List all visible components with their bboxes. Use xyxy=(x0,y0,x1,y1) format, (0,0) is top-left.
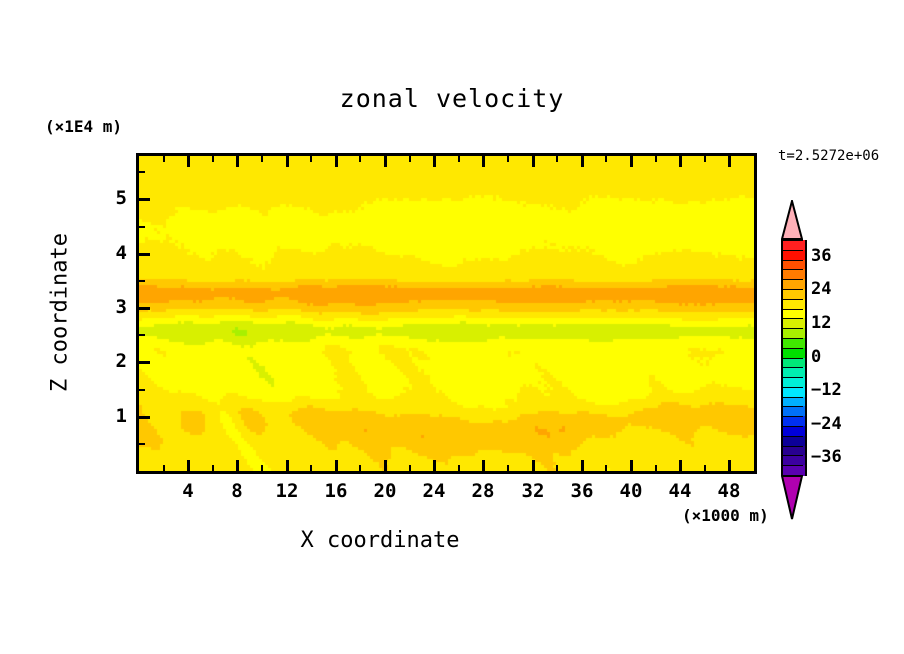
colorbar-band-separator xyxy=(781,250,803,251)
colorbar-band-separator xyxy=(781,260,803,261)
colorbar-band-separator xyxy=(781,358,803,359)
colorbar-band-separator xyxy=(781,397,803,398)
x-axis-title: X coordinate xyxy=(300,528,460,553)
y-tick-label: 4 xyxy=(115,242,127,264)
colorbar-band-separator xyxy=(781,465,803,466)
colorbar-band xyxy=(781,465,807,476)
colorbar-band xyxy=(781,357,807,368)
y-axis-title: Z coordinate xyxy=(47,233,73,392)
colorbar-labels: 36 24 12 0 −12 −24 −36 xyxy=(781,240,901,475)
colorbar-band-separator xyxy=(781,240,803,241)
colorbar-band xyxy=(781,347,807,359)
y-tick-label: 1 xyxy=(115,405,127,427)
x-tick-label: 16 xyxy=(324,480,348,502)
colorbar-band-separator xyxy=(781,387,803,388)
colorbar-band xyxy=(781,416,807,427)
contour-plot-area xyxy=(136,153,757,474)
colorbar-tick-label: 24 xyxy=(811,279,832,300)
x-tick-label: 36 xyxy=(570,480,594,502)
y-tick-label: 2 xyxy=(115,350,127,372)
colorbar-tick-label: −12 xyxy=(811,380,842,401)
timestamp-annotation: t=2.5272e+06 xyxy=(778,148,880,164)
contour-field-canvas xyxy=(139,156,754,471)
colorbar-band-separator xyxy=(781,289,803,290)
y-tick-label: 5 xyxy=(115,187,127,209)
colorbar xyxy=(781,240,807,476)
colorbar-band-separator xyxy=(781,436,803,437)
colorbar-band-separator xyxy=(781,269,803,270)
x-tick-label: 44 xyxy=(668,480,692,502)
colorbar-band-separator xyxy=(781,318,803,319)
y-tick-label: 3 xyxy=(115,296,127,318)
colorbar-tick-label: 36 xyxy=(811,245,832,266)
colorbar-band xyxy=(781,240,807,251)
x-tick-label: 4 xyxy=(182,480,194,502)
colorbar-tick-label: −36 xyxy=(811,447,842,468)
colorbar-band-separator xyxy=(781,416,803,417)
colorbar-band xyxy=(781,298,807,310)
colorbar-band-separator xyxy=(781,279,803,280)
colorbar-band xyxy=(781,396,807,408)
colorbar-band xyxy=(781,259,807,270)
colorbar-band-separator xyxy=(781,367,803,368)
colorbar-band xyxy=(781,318,807,329)
colorbar-band-separator xyxy=(781,348,803,349)
colorbar-band-separator xyxy=(781,338,803,339)
colorbar-band-separator xyxy=(781,455,803,456)
colorbar-band xyxy=(781,249,807,261)
x-tick-label: 28 xyxy=(471,480,495,502)
colorbar-band xyxy=(781,426,807,437)
colorbar-band xyxy=(781,288,807,300)
colorbar-band-separator xyxy=(781,377,803,378)
colorbar-band-separator xyxy=(781,446,803,447)
x-tick-label: 24 xyxy=(422,480,446,502)
colorbar-band-separator xyxy=(781,328,803,329)
colorbar-band xyxy=(781,279,807,290)
colorbar-band xyxy=(781,386,807,398)
colorbar-band xyxy=(781,406,807,417)
colorbar-band xyxy=(781,269,807,280)
colorbar-band xyxy=(781,435,807,447)
colorbar-band xyxy=(781,455,807,466)
colorbar-band xyxy=(781,445,807,457)
x-axis-unit-label: (×1000 m) xyxy=(682,506,769,525)
x-tick-label: 32 xyxy=(521,480,545,502)
x-tick-label: 40 xyxy=(619,480,643,502)
colorbar-band-separator xyxy=(781,426,803,427)
colorbar-tick-label: 0 xyxy=(811,346,822,367)
colorbar-over-cap xyxy=(780,197,804,240)
colorbar-under-cap xyxy=(780,475,804,520)
colorbar-band-separator xyxy=(781,309,803,310)
chart-title: zonal velocity xyxy=(339,84,565,113)
colorbar-band-separator xyxy=(781,406,803,407)
colorbar-band-separator xyxy=(781,299,803,300)
x-tick-label: 8 xyxy=(231,480,243,502)
colorbar-band xyxy=(781,367,807,378)
colorbar-tick-label: −24 xyxy=(811,413,842,434)
colorbar-band xyxy=(781,328,807,339)
x-tick-label: 12 xyxy=(275,480,299,502)
x-tick-label: 20 xyxy=(373,480,397,502)
colorbar-band xyxy=(781,377,807,388)
y-axis-unit-label: (×1E4 m) xyxy=(45,117,123,136)
colorbar-band xyxy=(781,337,807,349)
colorbar-band xyxy=(781,308,807,319)
colorbar-tick-label: 12 xyxy=(811,312,832,333)
x-tick-label: 48 xyxy=(717,480,741,502)
